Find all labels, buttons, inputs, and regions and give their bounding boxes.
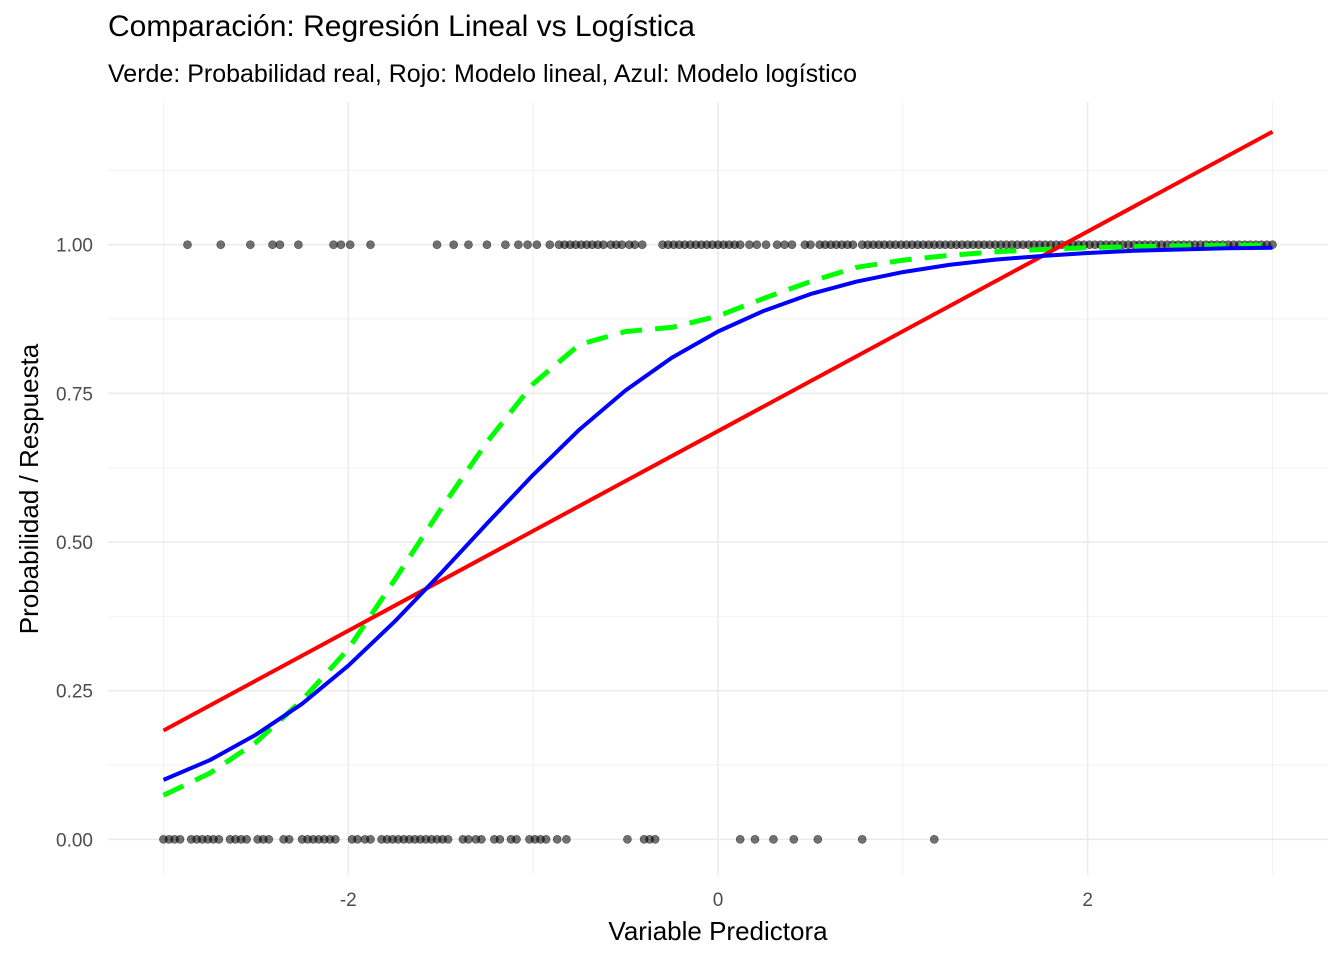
data-point <box>750 835 760 844</box>
data-point <box>353 835 362 844</box>
data-point <box>761 240 771 250</box>
data-point <box>650 835 660 844</box>
series-line <box>162 245 1273 782</box>
data-point <box>637 240 647 250</box>
data-point <box>545 240 555 250</box>
series-line <box>162 129 1274 733</box>
y-tick-label: 1.00 <box>56 236 93 257</box>
data-point <box>813 835 823 844</box>
data-point <box>284 835 294 844</box>
data-point <box>735 835 745 844</box>
data-point <box>552 835 562 844</box>
chart-title: Comparación: Regresión Lineal vs Logísti… <box>108 10 695 43</box>
data-point <box>806 240 815 250</box>
data-point <box>175 835 185 844</box>
data-point <box>599 240 608 250</box>
data-point <box>495 835 505 844</box>
data-point <box>745 240 754 250</box>
data-point <box>929 835 939 844</box>
data-point <box>216 240 226 250</box>
data-point <box>523 240 532 250</box>
data-point <box>246 240 255 250</box>
x-tick-label: 2 <box>1082 890 1093 911</box>
data-point <box>214 835 224 844</box>
data-point <box>482 240 492 250</box>
data-point <box>617 240 627 250</box>
data-point <box>769 835 778 844</box>
x-axis-title: Variable Predictora <box>608 916 828 946</box>
data-point <box>630 240 640 250</box>
data-point <box>623 835 632 844</box>
data-point <box>512 835 521 844</box>
y-tick-label: 0.25 <box>56 682 93 703</box>
data-point <box>848 240 858 250</box>
x-tick-label: 0 <box>713 890 724 911</box>
chart-subtitle: Verde: Probabilidad real, Rojo: Modelo l… <box>108 60 858 88</box>
data-point <box>366 240 375 250</box>
data-point <box>772 240 782 250</box>
data-point <box>366 835 375 844</box>
data-point <box>464 240 473 250</box>
data-point <box>264 835 274 844</box>
data-point <box>331 835 340 844</box>
data-point <box>752 240 762 250</box>
data-point <box>275 240 285 250</box>
data-point <box>329 240 338 250</box>
data-point <box>857 835 867 844</box>
data-point <box>789 835 799 844</box>
data-point <box>268 240 277 250</box>
data-point <box>787 240 797 250</box>
data-point <box>294 240 303 250</box>
y-tick-label: 0.75 <box>56 384 93 405</box>
data-point <box>501 240 510 250</box>
y-axis-title: Probabilidad / Respuesta <box>14 343 44 634</box>
data-point <box>432 240 442 250</box>
data-point <box>336 240 346 250</box>
data-point <box>449 240 458 250</box>
data-point <box>443 835 453 844</box>
data-point <box>562 835 571 844</box>
data-point <box>477 835 486 844</box>
data-point <box>183 240 192 250</box>
data-point <box>735 240 745 250</box>
data-point <box>345 240 355 250</box>
y-tick-label: 0.50 <box>56 533 93 554</box>
x-tick-label: -2 <box>340 890 357 911</box>
data-point <box>464 835 473 844</box>
data-point <box>541 835 551 844</box>
data-point <box>780 240 789 250</box>
data-point <box>532 240 542 250</box>
y-tick-label: 0.00 <box>56 830 93 851</box>
data-point <box>242 835 251 844</box>
data-point <box>514 240 523 250</box>
